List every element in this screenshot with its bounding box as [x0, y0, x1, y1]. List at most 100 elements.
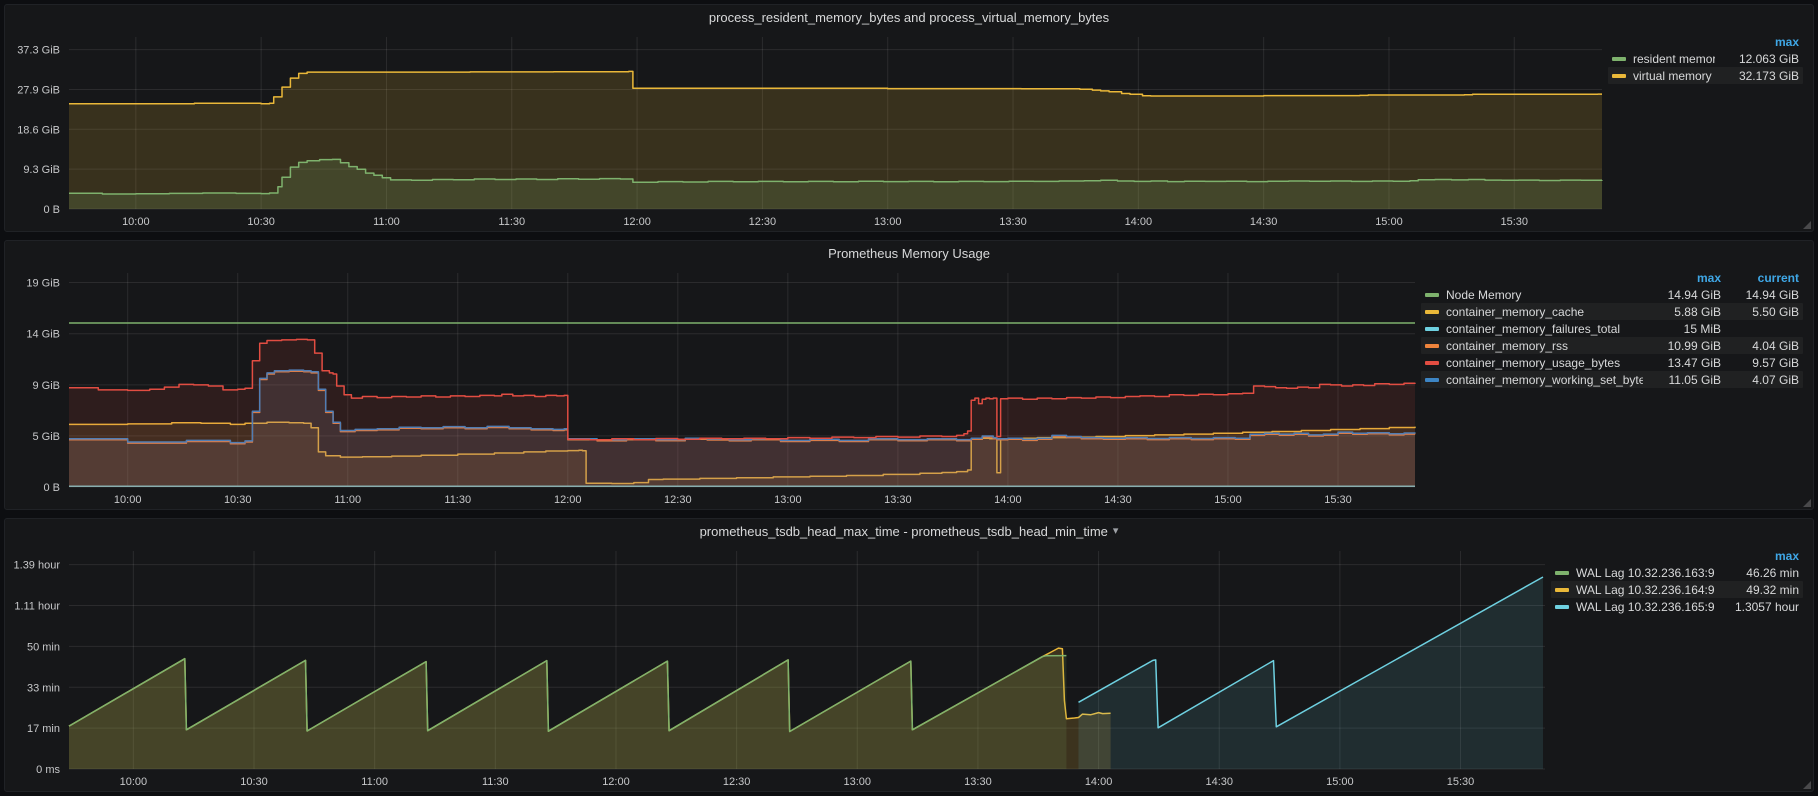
legend-value-current: 14.94 GiB	[1745, 287, 1799, 302]
legend-series-name: container_memory_usage_bytes	[1446, 355, 1621, 370]
series-line-wal-lag-10-32-236-163-9090	[68, 654, 1067, 733]
legend-row[interactable]: resident memory 12.063 GiB	[1608, 50, 1803, 67]
legend-series-name: container_memory_rss	[1446, 338, 1569, 353]
legend-row[interactable]: WAL Lag 10.32.236.164:9090 49.32 min	[1551, 581, 1803, 598]
plot-area-tsdb-head-time[interactable]: 10:00 10:30 11:00 11:30 12:00 12:30 13:00 13:30…	[5, 543, 1551, 791]
legend-value-current: 4.04 GiB	[1752, 338, 1799, 353]
legend-row[interactable]: container_memory_rss 10.99 GiB 4.04 GiB	[1421, 337, 1803, 354]
x-axis-tick-label: 12:30	[749, 216, 777, 228]
x-axis-tick-label: 12:00	[602, 776, 630, 788]
legend-header-row: max	[1608, 33, 1803, 50]
y-axis-tick-label: 0 ms	[36, 764, 60, 776]
legend-value-current: 9.57 GiB	[1752, 355, 1799, 370]
legend-value-current: 4.07 GiB	[1752, 372, 1799, 387]
series-line-container-memory-working-set-bytes	[69, 369, 1416, 444]
y-axis-tick-label: 19 GiB	[26, 278, 60, 290]
x-axis-tick-label: 10:00	[120, 776, 148, 788]
legend-series-label: WAL Lag 10.32.236.165:9090	[1555, 600, 1715, 614]
panel-prometheus-memory-usage: Prometheus Memory Usage 10:00 10:30 11:00 1…	[4, 240, 1814, 510]
legend-swatch-icon	[1612, 73, 1626, 78]
x-axis-tick-label: 14:30	[1104, 494, 1132, 506]
panel-menu-caret-icon[interactable]: ▾	[1112, 524, 1119, 537]
y-axis-tick-label: 5 GiB	[32, 431, 60, 443]
legend-swatch-icon	[1425, 360, 1439, 365]
series-area-virtual-memory	[69, 71, 1602, 210]
x-axis-tick-label: 13:00	[844, 776, 872, 788]
x-axis-tick-label: 15:30	[1501, 216, 1529, 228]
x-axis-tick-label: 14:30	[1250, 216, 1278, 228]
legend-swatch-icon	[1425, 309, 1439, 314]
x-axis-tick-label: 10:00	[114, 494, 142, 506]
panel-title-text: prometheus_tsdb_head_max_time - promethe…	[699, 523, 1108, 539]
series-area-resident-memory	[69, 159, 1602, 209]
legend-row[interactable]: container_memory_working_set_bytes 11.05 …	[1421, 371, 1803, 388]
x-axis-tick-label: 12:30	[723, 776, 751, 788]
legend-swatch-icon	[1425, 377, 1439, 382]
legend-series-name: Node Memory	[1446, 287, 1522, 302]
timeseries-chart: 10:00 10:30 11:00 11:30 12:00 12:30 13:00 13:30…	[14, 551, 1545, 788]
x-axis-tick-label: 12:30	[664, 494, 692, 506]
legend-row[interactable]: WAL Lag 10.32.236.163:9090 46.26 min	[1551, 564, 1803, 581]
legend-sort-header-max[interactable]: max	[1696, 270, 1721, 285]
legend-series-label: container_memory_cache	[1425, 305, 1643, 319]
panel-header-tsdb-head-time[interactable]: prometheus_tsdb_head_max_time - promethe…	[5, 519, 1813, 543]
x-axis-tick-label: 13:00	[874, 216, 902, 228]
y-axis-tick-label: 1.11 hour	[14, 601, 60, 613]
legend-series-name: WAL Lag 10.32.236.163:9090	[1576, 565, 1715, 580]
legend-sort-header-current[interactable]: current	[1757, 270, 1799, 285]
x-axis-tick-label: 15:00	[1214, 494, 1242, 506]
panel-resize-handle[interactable]	[1803, 781, 1811, 789]
panel-resize-handle[interactable]	[1803, 221, 1811, 229]
x-axis-tick-label: 12:00	[623, 216, 651, 228]
legend-series-label: WAL Lag 10.32.236.163:9090	[1555, 566, 1715, 580]
y-axis-tick-label: 37.3 GiB	[17, 45, 60, 57]
y-axis-tick-label: 0 B	[43, 204, 60, 216]
legend-row[interactable]: WAL Lag 10.32.236.165:9090 1.3057 hour	[1551, 598, 1803, 615]
timeseries-chart: 10:00 10:30 11:00 11:30 12:00 12:30 13:00 13:30…	[17, 37, 1603, 228]
y-axis-tick-label: 17 min	[27, 723, 60, 735]
legend-value-max: 49.32 min	[1746, 582, 1799, 597]
legend-series-name: virtual memory	[1633, 68, 1712, 83]
legend-series-name: container_memory_working_set_bytes	[1446, 372, 1643, 387]
x-axis-tick-label: 11:00	[334, 494, 361, 506]
x-axis-tick-label: 10:30	[240, 776, 268, 788]
x-axis-tick-label: 10:30	[247, 216, 275, 228]
legend-series-name: WAL Lag 10.32.236.165:9090	[1576, 599, 1715, 614]
legend-row[interactable]: container_memory_failures_total 15 MiB	[1421, 320, 1803, 337]
legend-sort-header-max[interactable]: max	[1774, 548, 1799, 563]
legend-series-label: container_memory_working_set_bytes	[1425, 373, 1643, 387]
x-axis-tick-label: 11:30	[498, 216, 525, 228]
y-axis-tick-label: 9.3 GiB	[23, 164, 60, 176]
legend-sort-header-max[interactable]: max	[1774, 34, 1799, 49]
legend-series-name: container_memory_cache	[1446, 304, 1585, 319]
legend-row[interactable]: container_memory_cache 5.88 GiB 5.50 GiB	[1421, 303, 1803, 320]
x-axis-tick-label: 13:00	[774, 494, 802, 506]
legend-swatch-icon	[1425, 343, 1439, 348]
panel-tsdb-head-time: prometheus_tsdb_head_max_time - promethe…	[4, 518, 1814, 792]
y-axis-tick-label: 33 min	[27, 682, 60, 694]
series-line-container-memory-usage-bytes	[69, 338, 1416, 441]
legend-process-memory: max resident memory 12.063 GiB virtual memo…	[1608, 29, 1813, 231]
legend-row[interactable]: virtual memory 32.173 GiB	[1608, 67, 1803, 84]
panel-title-text: Prometheus Memory Usage	[828, 245, 990, 261]
legend-value-max: 32.173 GiB	[1738, 68, 1799, 83]
legend-series-label: Node Memory	[1425, 288, 1643, 302]
legend-value-max: 46.26 min	[1746, 565, 1799, 580]
legend-series-name: container_memory_failures_total	[1446, 321, 1621, 336]
plot-area-process-memory[interactable]: 10:00 10:30 11:00 11:30 12:00 12:30 13:00 13:30…	[5, 29, 1608, 231]
series-area-wal-lag-10-32-236-163-9090	[69, 655, 1067, 769]
x-axis-tick-label: 13:30	[884, 494, 912, 506]
plot-area-prometheus-memory-usage[interactable]: 10:00 10:30 11:00 11:30 12:00 12:30 13:00 13:30…	[5, 265, 1421, 509]
legend-row[interactable]: container_memory_usage_bytes 13.47 GiB 9.5…	[1421, 354, 1803, 371]
legend-value-max: 15 MiB	[1683, 321, 1721, 336]
x-axis-tick-label: 11:30	[444, 494, 471, 506]
legend-value-current: 5.50 GiB	[1752, 304, 1799, 319]
panel-header-process-memory[interactable]: process_resident_memory_bytes and proces…	[5, 5, 1813, 29]
legend-value-max: 13.47 GiB	[1667, 355, 1721, 370]
y-axis-tick-label: 0 B	[43, 482, 60, 494]
panel-resize-handle[interactable]	[1803, 499, 1811, 507]
legend-row[interactable]: Node Memory 14.94 GiB 14.94 GiB	[1421, 286, 1803, 303]
panel-header-prometheus-memory-usage[interactable]: Prometheus Memory Usage	[5, 241, 1813, 265]
